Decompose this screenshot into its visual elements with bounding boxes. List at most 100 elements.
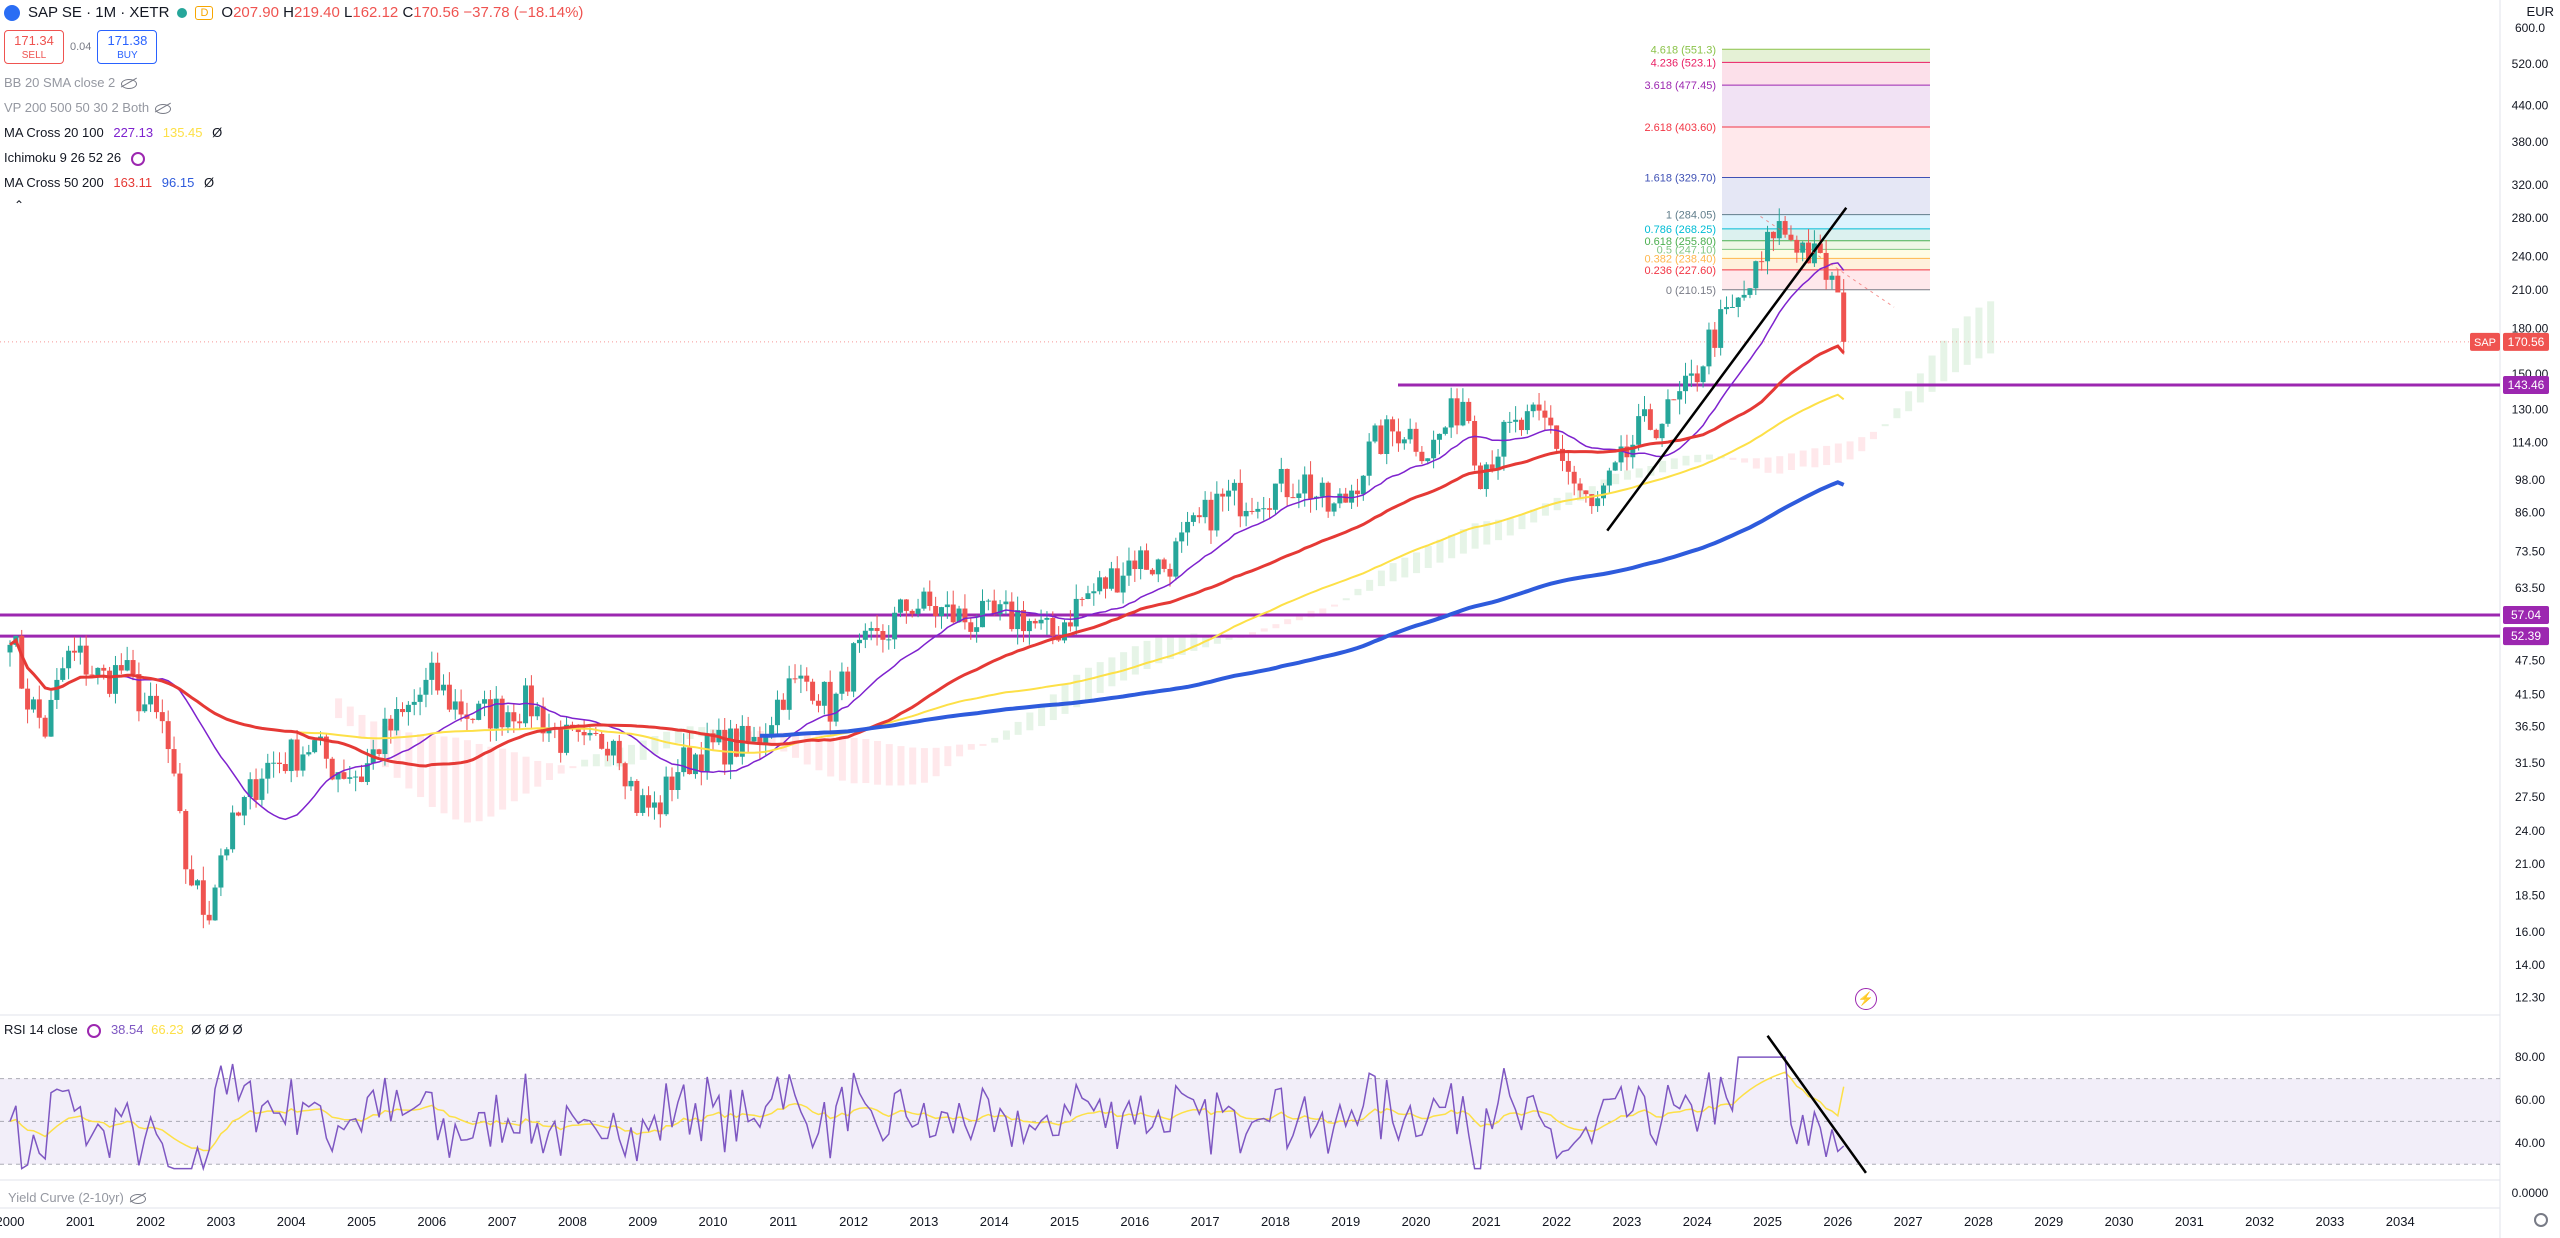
symbol-header[interactable]: SAP SE · 1M · XETR D O207.90 H219.40 L16… [4,4,583,21]
indicator-ma-cross-20-100[interactable]: MA Cross 20 100 227.13 135.45 Ø [4,125,223,140]
candle-body [1038,619,1044,624]
time-tick-label: 2006 [417,1214,446,1229]
candle-body [1495,456,1501,471]
candle-body [751,736,757,742]
indicator-ma-cross-50-200[interactable]: MA Cross 50 200 163.11 96.15 Ø [4,175,215,190]
candle-body [101,667,107,671]
candle-body [874,628,880,632]
candle-body [774,699,780,726]
candle-body [1091,591,1097,594]
candle-body [1255,508,1261,512]
replay-icon[interactable] [87,1023,102,1038]
time-tick-label: 2031 [2175,1214,2204,1229]
candle-body [1659,423,1665,439]
lightning-icon[interactable]: ⚡ [1855,988,1877,1010]
cloud-segment [956,744,964,757]
indicator-ichimoku[interactable]: Ichimoku 9 26 52 26 [4,150,145,166]
candle-body [441,684,447,691]
candle-body [1079,598,1085,600]
replay-icon[interactable] [130,151,145,166]
cloud-segment [358,714,366,739]
price-tick-label: 130.00 [2512,403,2549,417]
candle-body [329,758,335,780]
cloud-segment [1975,307,1983,359]
candle-body [616,740,622,764]
cloud-segment [1623,470,1631,480]
time-tick-label: 2021 [1472,1214,1501,1229]
candle-body [1735,297,1741,307]
candle-body [903,599,909,611]
candle-body [48,699,54,737]
cloud-segment [1166,635,1174,660]
candle-body [1770,231,1776,239]
candle-body [1173,541,1179,577]
indicator-vp[interactable]: VP 200 500 50 30 2 Both [4,100,172,115]
candle-body [610,740,616,756]
cloud-segment [1248,632,1256,635]
candle-body [1155,559,1161,575]
candle-body [1126,560,1132,576]
cloud-segment [1049,694,1057,721]
candle-body [1413,428,1419,452]
candle-body [288,739,294,772]
cloud-segment [1131,646,1139,675]
candle-body [681,747,687,773]
fib-level-label: 2.618 (403.60) [1644,122,1716,134]
fib-level-label: 0.236 (227.60) [1644,265,1716,277]
candle-body [335,772,341,780]
candle-body [1214,493,1220,531]
candle-body [452,701,458,710]
candle-body [1759,261,1765,263]
candle-body [974,627,980,632]
candle-body [148,695,154,705]
candle-body [247,779,253,798]
candle-body [7,644,13,653]
candle-body [886,639,892,641]
price-tick-label: 600.0 [2515,21,2545,35]
level-price-tag [2503,627,2549,646]
cloud-segment [1869,431,1877,440]
interval-badge[interactable]: D [195,5,214,20]
symbol-title[interactable]: SAP SE · 1M · XETR [28,4,170,21]
buy-button[interactable]: 171.38 BUY [97,30,158,64]
candle-body [933,606,939,617]
candle-body [1724,307,1730,310]
candle-body [692,754,698,775]
candle-body [142,704,148,712]
candle-body [862,630,868,640]
candle-body [1683,375,1689,392]
ma20-line [68,262,1845,821]
candle-body [470,718,476,720]
sell-button[interactable]: 171.34 SELL [4,30,64,64]
price-tick-label: 380.00 [2512,135,2549,149]
hidden-eye-icon[interactable] [155,103,172,114]
currency-label[interactable]: EUR [2526,4,2554,19]
candle-body [1618,446,1624,463]
cloud-segment [663,731,671,749]
candle-body [921,591,927,609]
fib-level-label: 4.236 (523.1) [1651,57,1716,69]
candle-body [1671,399,1677,401]
candle-body [136,674,142,712]
rsi-tick-label: 60.00 [2515,1093,2545,1107]
candle-body [1237,482,1243,517]
candle-body [1841,292,1847,342]
cloud-segment [1635,468,1643,478]
collapse-chevron-icon[interactable]: ⌃ [13,198,25,212]
hidden-eye-icon[interactable] [121,78,138,89]
candle-body [271,762,277,764]
indicator-bb[interactable]: BB 20 SMA close 2 [4,75,138,90]
candle-body [353,776,359,778]
settings-gear-icon[interactable] [2534,1213,2548,1227]
rsi-legend[interactable]: RSI 14 close 38.54 66.23 Ø Ø Ø Ø [4,1022,243,1038]
price-tick-label: 114.00 [2512,435,2548,449]
price-tick-label: 98.00 [2515,473,2545,487]
cloud-segment [1155,636,1163,664]
candle-body [1466,401,1472,422]
cloud-segment [1940,340,1948,382]
yield-curve-legend[interactable]: Yield Curve (2-10yr) [8,1190,146,1205]
candle-body [171,749,177,774]
cloud-segment [920,748,928,783]
hidden-eye-icon[interactable] [129,1193,146,1204]
